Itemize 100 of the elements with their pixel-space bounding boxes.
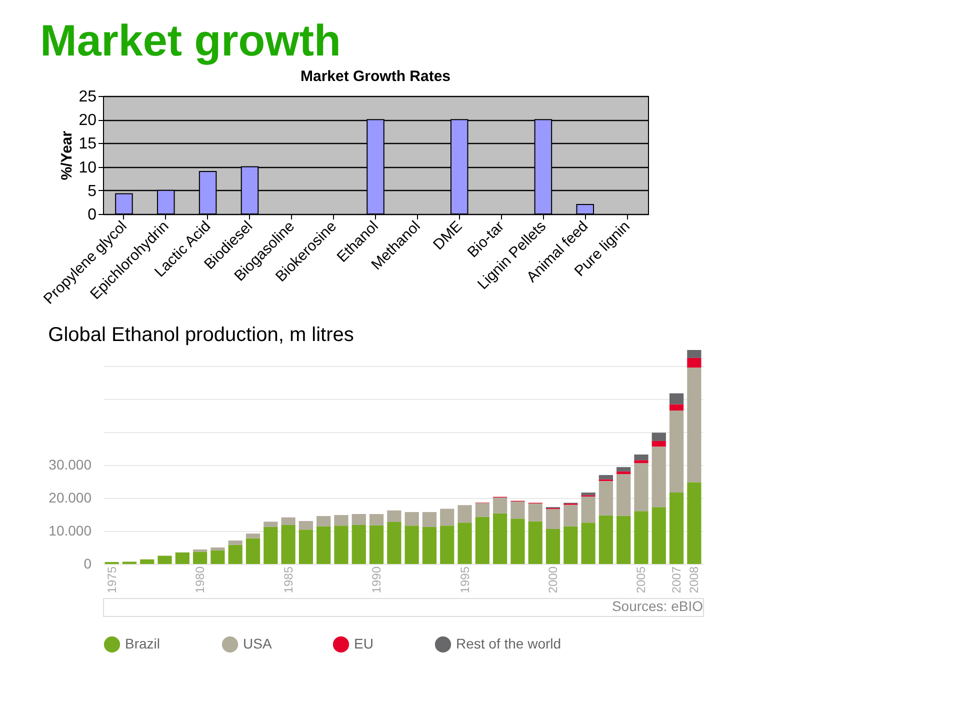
bar bbox=[510, 501, 525, 519]
bar bbox=[281, 524, 296, 564]
bar bbox=[546, 528, 560, 564]
bar bbox=[669, 393, 684, 404]
bar bbox=[387, 510, 402, 522]
y-tick-label: 10.000 bbox=[48, 522, 92, 538]
y-tick-label: 20 bbox=[78, 112, 97, 130]
bar bbox=[652, 446, 666, 508]
y-axis-title: %/Year bbox=[58, 130, 76, 180]
bar bbox=[669, 492, 684, 564]
bar bbox=[458, 522, 472, 564]
legend-label: USA bbox=[243, 635, 272, 652]
chart-title: Market Growth Rates bbox=[300, 68, 451, 85]
legend-label: EU bbox=[354, 635, 374, 652]
bar bbox=[581, 522, 596, 564]
source-note: Sources: eBIO bbox=[612, 598, 704, 614]
bar bbox=[316, 526, 331, 564]
y-tick-label: 0 bbox=[84, 556, 92, 572]
bar bbox=[652, 440, 666, 447]
chart-title: Global Ethanol production, m litres bbox=[48, 324, 354, 346]
y-tick-label: 15 bbox=[78, 136, 97, 153]
bar bbox=[581, 496, 596, 523]
y-tick-label: 5 bbox=[88, 182, 97, 200]
bar bbox=[316, 516, 331, 526]
bar bbox=[510, 518, 525, 564]
bar bbox=[140, 559, 154, 564]
bar bbox=[281, 517, 296, 525]
bar bbox=[352, 514, 366, 525]
bar bbox=[616, 467, 631, 472]
bar bbox=[158, 556, 172, 564]
bar bbox=[458, 505, 472, 523]
bar bbox=[210, 550, 225, 564]
bar bbox=[210, 547, 225, 550]
bar bbox=[369, 514, 384, 526]
bar bbox=[616, 471, 631, 474]
bar bbox=[598, 515, 613, 564]
bar bbox=[404, 512, 419, 526]
bar bbox=[264, 526, 278, 564]
bar bbox=[298, 530, 313, 564]
bar bbox=[422, 512, 437, 527]
bar bbox=[193, 552, 208, 564]
legend-label: Brazil bbox=[125, 635, 160, 652]
bar bbox=[422, 526, 437, 564]
bar bbox=[581, 492, 596, 496]
bar bbox=[528, 521, 542, 564]
bar bbox=[334, 526, 348, 564]
bar bbox=[652, 432, 666, 441]
bar bbox=[246, 534, 260, 538]
bar bbox=[616, 516, 631, 564]
bar bbox=[369, 525, 384, 564]
bar bbox=[634, 454, 648, 460]
bar bbox=[475, 502, 490, 517]
x-tick-label: 2000 bbox=[546, 566, 560, 594]
bar bbox=[669, 404, 684, 411]
y-tick-label: 25 bbox=[78, 88, 97, 106]
bar bbox=[334, 515, 348, 526]
bar bbox=[298, 521, 313, 530]
y-tick-label: 20.000 bbox=[48, 489, 92, 506]
y-tick-label: 30.000 bbox=[48, 456, 92, 472]
text: Market growth bbox=[40, 16, 341, 66]
bar bbox=[193, 549, 208, 552]
legend-label: Rest of the world bbox=[456, 635, 562, 652]
bar bbox=[440, 526, 454, 564]
x-tick-label: 1995 bbox=[458, 566, 472, 594]
x-tick-label: 2007 bbox=[670, 566, 684, 594]
bar bbox=[228, 544, 242, 564]
bar bbox=[493, 513, 508, 564]
bar bbox=[634, 511, 648, 564]
bar bbox=[687, 368, 702, 482]
bar bbox=[387, 522, 402, 564]
bar bbox=[264, 522, 278, 527]
bar bbox=[546, 509, 560, 529]
x-tick-label: 2008 bbox=[687, 566, 702, 594]
x-tick-label: 1980 bbox=[193, 566, 208, 594]
x-tick-label: 1985 bbox=[281, 566, 296, 594]
y-tick-label: 0 bbox=[88, 206, 97, 224]
bar bbox=[228, 540, 242, 545]
bar bbox=[616, 474, 631, 516]
bar bbox=[598, 480, 613, 516]
bar bbox=[564, 504, 578, 526]
y-tick-label: 10 bbox=[78, 159, 97, 176]
x-tick-label: 2005 bbox=[634, 566, 648, 594]
bar bbox=[528, 503, 542, 522]
bar bbox=[687, 482, 702, 564]
bar bbox=[475, 516, 490, 564]
bar bbox=[598, 475, 613, 480]
bar bbox=[246, 538, 260, 564]
bar bbox=[175, 552, 190, 564]
bar bbox=[687, 358, 702, 368]
bar bbox=[493, 498, 508, 514]
bar bbox=[352, 524, 366, 564]
bar bbox=[440, 508, 454, 526]
bar bbox=[634, 463, 648, 512]
bar bbox=[669, 410, 684, 493]
x-tick-label: 1990 bbox=[370, 566, 384, 594]
bar bbox=[564, 526, 578, 564]
bar bbox=[687, 350, 702, 358]
bar bbox=[404, 526, 419, 564]
bar bbox=[652, 507, 666, 564]
bar bbox=[634, 460, 648, 464]
